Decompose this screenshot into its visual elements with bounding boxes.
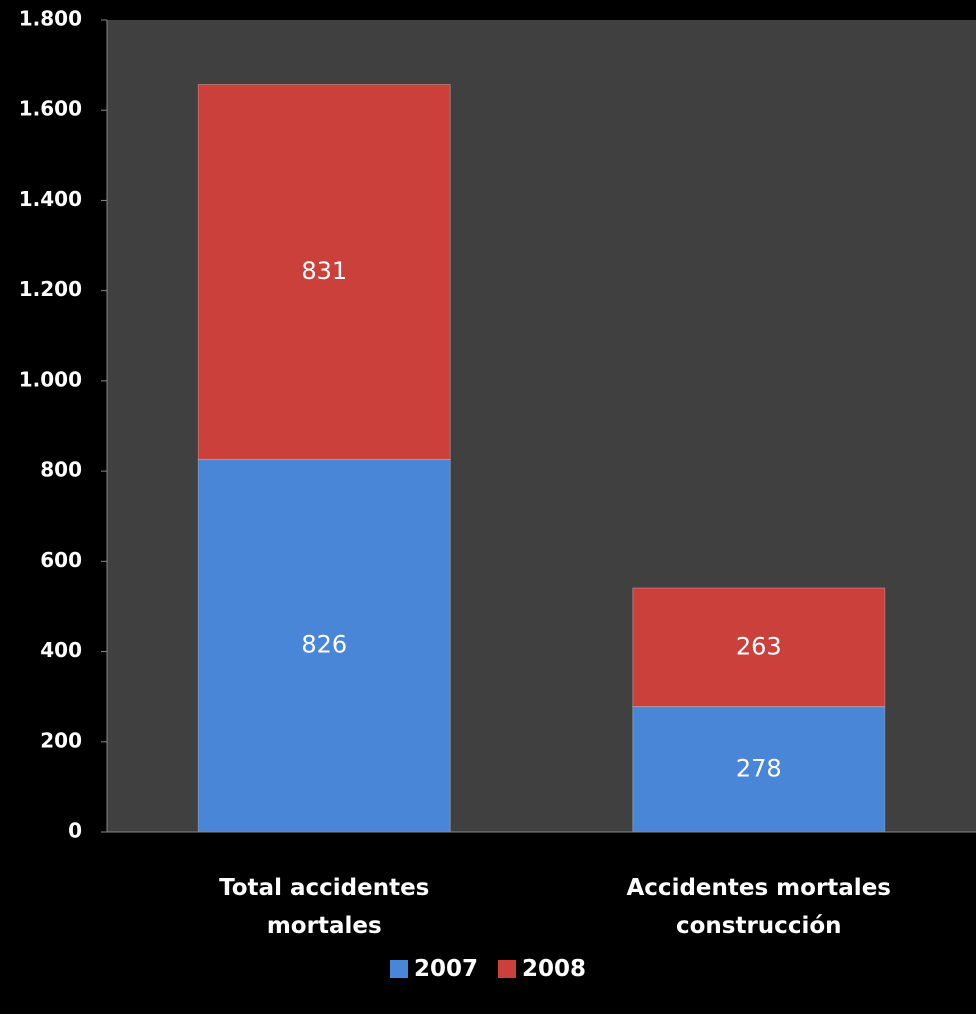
legend-item: 2008 [498,956,586,982]
legend-label: 2007 [413,956,478,982]
data-label: 278 [736,754,782,782]
y-tick-label: 1.600 [19,97,82,121]
data-label: 826 [301,631,347,659]
legend-label: 2008 [522,956,587,982]
legend-swatch [498,960,516,978]
y-tick-label: 200 [40,728,82,752]
y-tick-label: 1.800 [19,7,82,31]
data-label: 263 [736,632,782,660]
legend-swatch [389,960,408,978]
y-tick-label: 0 [68,819,82,843]
legend-item: 2007 [389,956,478,982]
bar-segment [197,458,451,833]
y-tick-label: 400 [40,638,82,662]
bar-segment [632,706,886,833]
y-tick-label: 600 [40,548,82,572]
y-tick-label: 800 [40,458,82,482]
x-tick-label: Total accidentes mortales [219,875,430,939]
x-tick-label: Accidentes mortales construcción [626,875,891,939]
bar-segment [197,84,451,460]
y-tick-label: 1.200 [19,277,82,301]
y-tick-label: 1.400 [19,187,82,211]
bar-segment [632,587,886,708]
data-label: 831 [301,257,347,285]
legend: 2007 2008 [0,956,976,982]
y-tick-label: 1.000 [19,367,82,391]
